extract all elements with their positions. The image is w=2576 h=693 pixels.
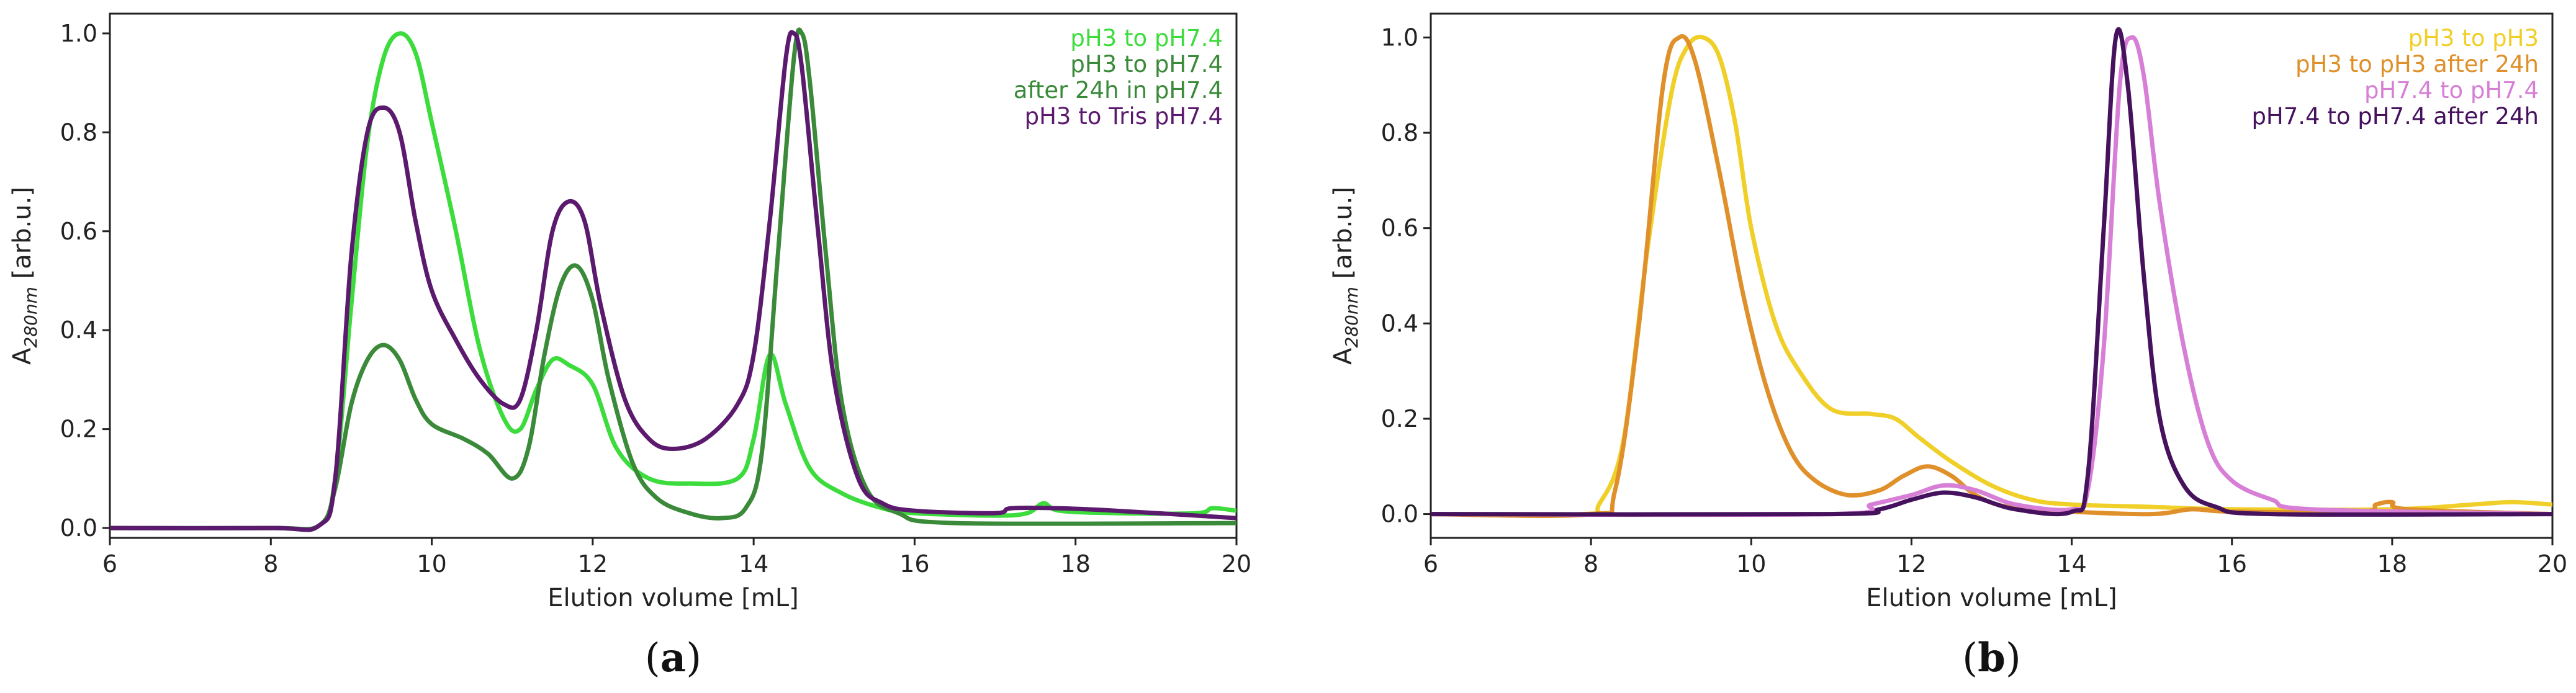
y-tick-label: 0.4 bbox=[1381, 310, 1418, 337]
x-tick-label: 12 bbox=[578, 550, 608, 578]
y-tick-label: 0.0 bbox=[1381, 501, 1418, 528]
plot-frame bbox=[1430, 12, 2554, 539]
x-tick-label: 18 bbox=[2377, 550, 2407, 578]
x-tick-label: 8 bbox=[263, 550, 278, 578]
caption-letter: a bbox=[660, 635, 686, 681]
x-axis-label: Elution volume [mL] bbox=[1866, 584, 2117, 612]
legend-entry-3: pH3 to Tris pH7.4 bbox=[1025, 103, 1223, 130]
series-line-3 bbox=[1431, 35, 2552, 517]
x-tick-label: 16 bbox=[2217, 550, 2247, 578]
x-tick-label: 10 bbox=[1736, 550, 1766, 578]
y-tick-label: 0.8 bbox=[1381, 119, 1418, 146]
legend-entry-1: pH3 to pH7.4 bbox=[1070, 25, 1223, 51]
caption-open-paren: ( bbox=[1962, 635, 1978, 681]
x-tick-label: 6 bbox=[102, 550, 117, 578]
x-tick-label: 16 bbox=[899, 550, 929, 578]
series-line-1 bbox=[110, 31, 1236, 532]
series-line-2 bbox=[110, 27, 1236, 532]
x-tick-label: 12 bbox=[1896, 550, 1926, 578]
x-tick-label: 20 bbox=[2538, 550, 2567, 578]
y-tick-label: 0.6 bbox=[60, 218, 97, 245]
x-tick-label: 14 bbox=[2056, 550, 2086, 578]
x-tick-label: 20 bbox=[1222, 550, 1251, 578]
panel-caption: (a) bbox=[645, 635, 701, 681]
y-axis-label-subscript: 280nm bbox=[20, 287, 41, 347]
y-axis-label-base: A bbox=[8, 347, 37, 365]
y-tick-label: 0.0 bbox=[60, 514, 97, 542]
x-tick-label: 14 bbox=[739, 550, 768, 578]
caption-letter: b bbox=[1978, 635, 2006, 681]
legend-entry-2: pH3 to pH7.4 bbox=[1070, 51, 1223, 78]
chart-panel-a: 6 8 10 12 14 16 18 20 0.0 0.2 0.4 0.6 0.8 1.0 Elution … bbox=[8, 12, 1251, 681]
plot-frame bbox=[109, 12, 1238, 539]
y-tick-label: 0.4 bbox=[60, 316, 97, 344]
caption-close-paren: ) bbox=[2006, 635, 2021, 681]
y-tick-label: 0.6 bbox=[1381, 215, 1418, 242]
y-axis-label-subscript: 280nm bbox=[1341, 287, 1362, 347]
caption-close-paren: ) bbox=[686, 635, 701, 681]
y-axis-label-base: A bbox=[1329, 347, 1358, 365]
y-axis-label-unit: [arb.u.] bbox=[8, 187, 37, 287]
x-tick-label: 10 bbox=[417, 550, 446, 578]
x-tick-label: 18 bbox=[1061, 550, 1091, 578]
y-tick-label: 0.2 bbox=[1381, 405, 1418, 432]
legend-entry-1: pH3 to pH3 bbox=[2408, 25, 2539, 51]
y-tick-label: 1.0 bbox=[1381, 24, 1418, 51]
x-axis-label: Elution volume [mL] bbox=[547, 584, 798, 612]
y-axis-label: A280nm [arb.u.] bbox=[8, 187, 41, 365]
caption-open-paren: ( bbox=[645, 635, 660, 681]
y-tick-label: 1.0 bbox=[60, 20, 97, 47]
y-tick-label: 0.2 bbox=[60, 416, 97, 443]
legend-entry-2: after 24h in pH7.4 bbox=[1014, 77, 1223, 104]
y-tick-label: 0.8 bbox=[60, 118, 97, 146]
legend-entry-2: pH3 to pH3 after 24h bbox=[2295, 51, 2539, 78]
y-axis-label: A280nm [arb.u.] bbox=[1329, 187, 1362, 365]
chart-panel-b: 6 8 10 12 14 16 18 20 0.0 0.2 0.4 0.6 0.8 1.0 Elution … bbox=[1329, 12, 2567, 681]
series-line-4 bbox=[1431, 27, 2552, 517]
x-tick-label: 8 bbox=[1583, 550, 1598, 578]
x-tick-label: 6 bbox=[1423, 550, 1438, 578]
legend-entry-3: pH7.4 to pH7.4 bbox=[2364, 77, 2539, 104]
legend-entry-4: pH7.4 to pH7.4 after 24h bbox=[2251, 103, 2539, 130]
panel-caption: (b) bbox=[1962, 635, 2021, 681]
series-line-3 bbox=[110, 30, 1236, 532]
y-axis-label-unit: [arb.u.] bbox=[1329, 187, 1358, 287]
